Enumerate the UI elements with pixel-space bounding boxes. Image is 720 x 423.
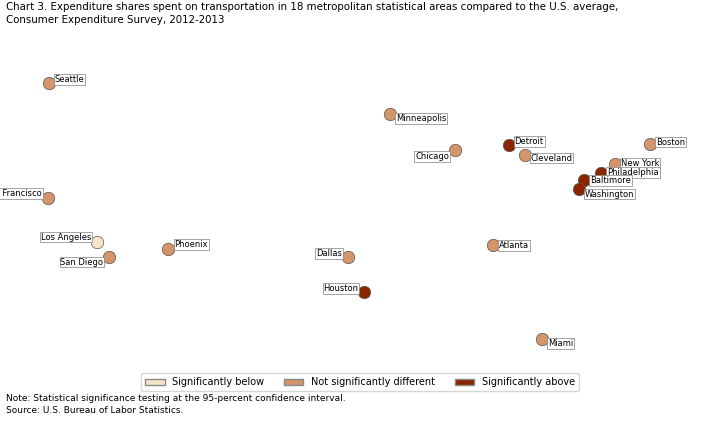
Point [644, 141, 656, 148]
Text: Minneapolis: Minneapolis [396, 114, 446, 123]
Point [519, 151, 531, 158]
Point [359, 288, 370, 295]
Text: Chart 3. Expenditure shares spent on transportation in 18 metropolitan statistic: Chart 3. Expenditure shares spent on tra… [6, 2, 618, 12]
Point [609, 160, 621, 167]
Point [536, 335, 548, 342]
Text: Source: U.S. Bureau of Labor Statistics.: Source: U.S. Bureau of Labor Statistics. [6, 406, 183, 415]
Legend: Significantly below, Not significantly different, Significantly above: Significantly below, Not significantly d… [141, 374, 579, 391]
Text: Cleveland: Cleveland [531, 154, 572, 162]
Text: Baltimore: Baltimore [590, 176, 631, 185]
Point [43, 80, 55, 86]
Text: San Francisco: San Francisco [0, 189, 42, 198]
Text: Detroit: Detroit [515, 137, 544, 146]
Point [487, 242, 499, 249]
Text: Boston: Boston [656, 137, 685, 147]
Point [163, 245, 174, 252]
Text: Atlanta: Atlanta [499, 241, 529, 250]
Text: Philadelphia: Philadelphia [607, 168, 659, 177]
Text: Note: Statistical significance testing at the 95-percent confidence interval.: Note: Statistical significance testing a… [6, 394, 346, 403]
Text: Los Angeles: Los Angeles [41, 233, 91, 242]
Text: Miami: Miami [548, 339, 573, 348]
Text: Chicago: Chicago [415, 152, 449, 161]
Text: Houston: Houston [323, 284, 359, 293]
Point [574, 186, 585, 193]
Point [595, 169, 607, 176]
Point [91, 239, 103, 245]
Point [449, 147, 461, 154]
Text: New York: New York [621, 159, 659, 168]
Text: Seattle: Seattle [55, 75, 85, 84]
Point [503, 141, 515, 148]
Point [42, 195, 53, 202]
Point [104, 254, 115, 261]
Point [342, 253, 354, 260]
Text: Dallas: Dallas [316, 249, 342, 258]
Point [384, 110, 395, 117]
Text: San Diego: San Diego [60, 258, 104, 266]
Text: Phoenix: Phoenix [174, 240, 208, 249]
Text: Washington: Washington [585, 190, 634, 198]
Point [579, 177, 590, 184]
Text: Consumer Expenditure Survey, 2012-2013: Consumer Expenditure Survey, 2012-2013 [6, 15, 224, 25]
